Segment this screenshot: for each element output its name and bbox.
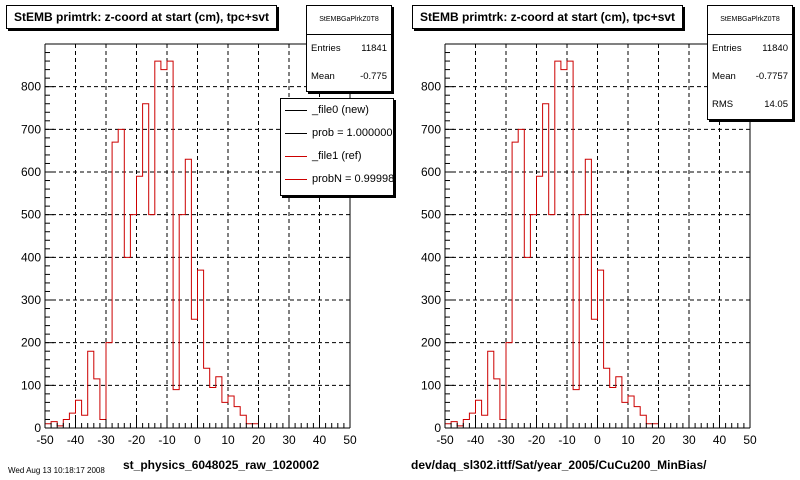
y-tick-label: 500 [21, 208, 41, 222]
x-tick-label: 10 [621, 433, 635, 447]
y-tick-label: 0 [434, 421, 441, 435]
legend-entry: prob = 1.000000 [281, 122, 393, 145]
stats-row-entries-right: Entries 11840 [708, 35, 792, 63]
legend-label: prob = 1.000000 [312, 127, 393, 139]
histogram-plot-right: -50 -40 -30 -20 -10 0 10 20 30 40 5001002003004005… [421, 43, 757, 447]
legend-swatch [285, 110, 307, 111]
stats-value: -0.7757 [755, 71, 788, 82]
y-tick-label: 800 [421, 80, 441, 94]
y-tick-label: 600 [421, 165, 441, 179]
stats-value: -0.775 [360, 71, 387, 82]
y-tick-label: 700 [21, 122, 41, 136]
stats-row-entries-left: Entries 11841 [307, 35, 391, 63]
legend-label: _file1 (ref) [312, 150, 362, 162]
x-tick-label: 10 [221, 433, 235, 447]
x-tick-label: -50 [436, 433, 454, 447]
histogram-series [444, 60, 659, 428]
stats-label: Entries [712, 43, 742, 54]
x-tick-label: -20 [128, 433, 146, 447]
x-tick-label: 20 [652, 433, 666, 447]
x-tick-label: 30 [682, 433, 696, 447]
x-axis-title-right: dev/daq_sl302.ittf/Sat/year_2005/CuCu200… [411, 458, 707, 472]
legend-swatch [285, 179, 307, 180]
x-tick-label: -40 [67, 433, 85, 447]
x-tick-label: -40 [467, 433, 485, 447]
y-tick-label: 300 [21, 293, 41, 307]
stats-row-rms-right: RMS 14.05 [708, 91, 792, 119]
y-tick-label: 800 [21, 80, 41, 94]
stats-value: 11841 [361, 43, 387, 54]
stats-label: RMS [712, 99, 734, 110]
x-tick-label: 20 [252, 433, 266, 447]
x-tick-label: -20 [528, 433, 546, 447]
y-tick-label: 0 [34, 421, 41, 435]
legend-left: _file0 (new) prob = 1.000000 _file1 (ref… [280, 98, 394, 196]
stats-value: 11840 [762, 43, 788, 54]
y-tick-label: 300 [421, 293, 441, 307]
stats-row-mean-left: Mean -0.775 [307, 63, 391, 91]
histogram-series [44, 60, 259, 428]
x-tick-label: 50 [343, 433, 357, 447]
y-tick-label: 500 [421, 208, 441, 222]
y-tick-label: 200 [21, 336, 41, 350]
y-tick-label: 700 [421, 122, 441, 136]
stats-value: 14.05 [764, 99, 788, 110]
x-tick-label: -30 [97, 433, 115, 447]
x-tick-label: -10 [158, 433, 176, 447]
legend-label: probN = 0.999986 [312, 173, 394, 185]
x-tick-label: 30 [282, 433, 296, 447]
x-axis-title-left: st_physics_6048025_raw_1020002 [123, 458, 320, 472]
x-tick-label: 0 [594, 433, 601, 447]
x-tick-label: 40 [313, 433, 327, 447]
histogram-panel-right: -50 -40 -30 -20 -10 0 10 20 30 40 50 0 100 200 300 400 5… [400, 0, 800, 480]
y-tick-label: 400 [21, 250, 41, 264]
legend-label: _file0 (new) [312, 104, 369, 116]
x-tick-label: -50 [36, 433, 54, 447]
timestamp-footer: Wed Aug 13 10:18:17 2008 [8, 466, 105, 475]
histogram-panel-left: -50 -40 -30 -20 -10 0 10 20 30 40 50 0 100 200 300 400 5… [6, 5, 394, 472]
legend-swatch [285, 133, 307, 134]
stats-label: Mean [311, 71, 335, 82]
y-tick-label: 100 [21, 378, 41, 392]
chart-title-right: StEMB primtrk: z-coord at start (cm), tp… [412, 5, 684, 29]
y-tick-label: 200 [421, 336, 441, 350]
y-tick-label: 400 [421, 250, 441, 264]
stats-row-mean-right: Mean -0.7757 [708, 63, 792, 91]
stats-box-left: StEMBGaPlrkZ0T8 Entries 11841 Mean -0.77… [306, 5, 392, 92]
x-tick-label: -10 [558, 433, 576, 447]
stats-label: Entries [311, 43, 341, 54]
stats-name-right: StEMBGaPlrkZ0T8 [708, 6, 792, 35]
legend-entry: probN = 0.999986 [281, 168, 393, 191]
x-tick-label: 50 [743, 433, 757, 447]
y-tick-label: 100 [421, 378, 441, 392]
legend-entry: _file0 (new) [281, 99, 393, 122]
stats-label: Mean [712, 71, 736, 82]
x-tick-label: 0 [194, 433, 201, 447]
chart-title-left: StEMB primtrk: z-coord at start (cm), tp… [6, 5, 278, 29]
x-tick-label: -30 [497, 433, 515, 447]
legend-entry: _file1 (ref) [281, 145, 393, 168]
stats-name-left: StEMBGaPlrkZ0T8 [307, 6, 391, 35]
x-tick-label: 40 [713, 433, 727, 447]
legend-swatch [285, 156, 307, 157]
y-tick-label: 600 [21, 165, 41, 179]
stats-box-right: StEMBGaPlrkZ0T8 Entries 11840 Mean -0.77… [707, 5, 793, 120]
